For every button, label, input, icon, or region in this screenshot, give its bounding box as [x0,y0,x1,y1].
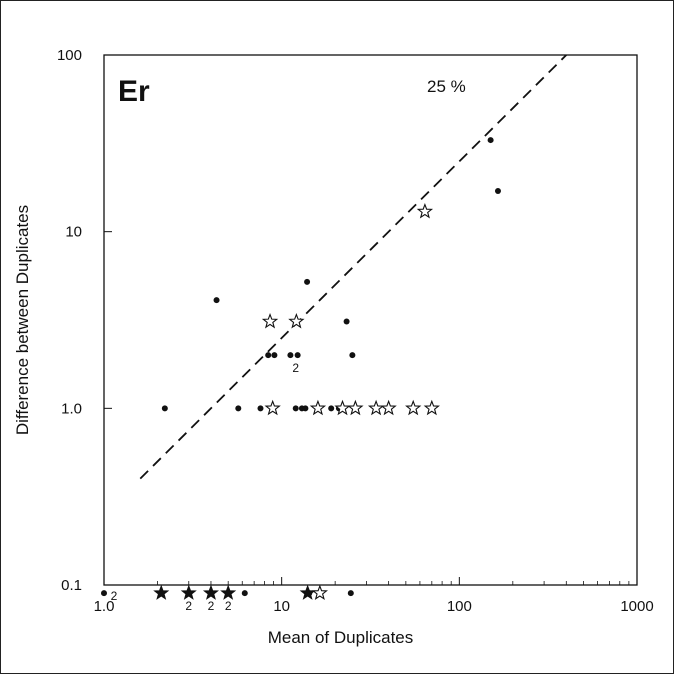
data-point-dot [265,352,272,359]
y-tick-label: 10 [65,224,82,241]
data-point-open-star [288,312,305,329]
data-point-open-star [264,399,281,416]
y-axis-label: Difference between Duplicates [13,205,32,435]
data-point-open-star [405,399,422,416]
data-point-dot [349,352,356,359]
x-axis-label: Mean of Duplicates [268,628,414,647]
point-count-label: 2 [185,599,192,613]
data-point-filled-star [180,584,197,600]
y-tick-label: 1.0 [61,400,82,417]
data-point-filled-star [153,584,170,600]
data-point-dot [304,278,311,285]
data-point-dot [292,405,299,412]
data-point-open-star [367,399,385,416]
data-point-dot [287,352,294,359]
data-point-dot [213,297,220,304]
data-point-open-star [416,202,434,219]
data-point-open-star [309,399,327,416]
data-point-dot [161,405,168,412]
data-point-open-star [261,312,279,329]
data-point-dot [294,352,301,359]
x-tick-label: 100 [447,598,472,615]
data-point-dot [343,318,350,325]
data-point-dot [302,405,309,412]
data-point-filled-star [220,584,237,600]
point-count-label: 2 [111,589,118,603]
data-point-dot [347,590,354,597]
data-point-dot [494,187,501,194]
data-point-open-star [380,399,397,416]
point-count-label: 2 [225,599,232,613]
data-point-open-star [347,399,364,416]
x-tick-label: 10 [273,598,290,615]
data-point-dot [101,590,107,597]
data-point-open-star [423,399,440,416]
data-point-dot [487,137,494,144]
data-point-dot [257,405,264,412]
data-point-dot [235,405,242,412]
panel-label: Er [118,75,150,108]
data-point-dot [241,590,248,597]
point-count-label: 2 [208,599,215,613]
data-point-filled-star [202,584,219,600]
x-tick-label: 1000 [620,598,653,615]
plot-area-border [103,54,638,586]
y-tick-label: 0.1 [61,577,82,594]
point-count-label: 2 [292,361,299,375]
x-tick-label: 1.0 [94,598,115,615]
data-point-open-star [334,399,351,416]
data-point-open-star [311,584,328,601]
data-point-dot [271,352,278,359]
reference-line-label: 25 % [427,77,466,96]
y-tick-label: 100 [57,47,82,64]
reference-line [139,55,567,480]
data-point-filled-star [299,584,316,600]
data-point-dot [328,405,335,412]
